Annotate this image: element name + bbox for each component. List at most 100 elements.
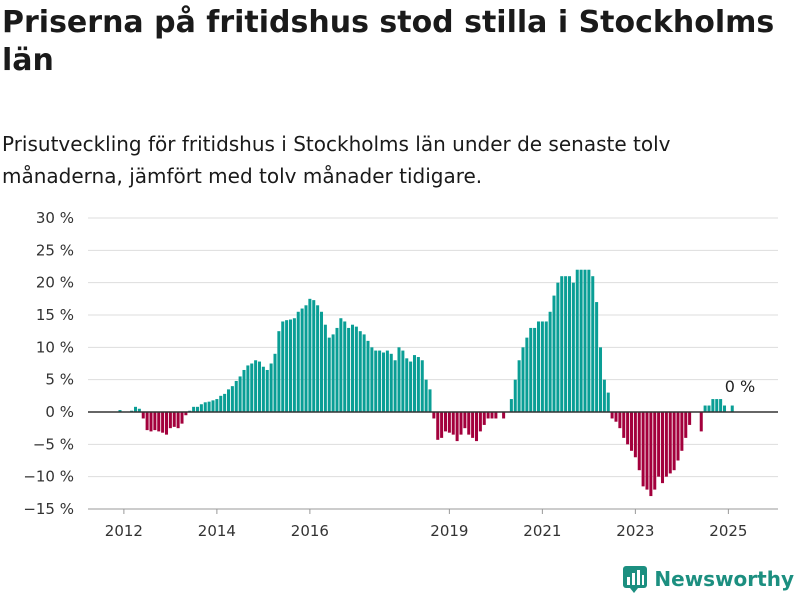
bar xyxy=(211,400,215,412)
bar xyxy=(354,326,358,412)
bar xyxy=(490,412,494,419)
bar xyxy=(606,392,610,412)
bar xyxy=(591,276,595,412)
bar xyxy=(350,324,355,412)
bar xyxy=(688,412,692,425)
bar xyxy=(343,321,347,412)
bar xyxy=(145,412,149,431)
bar xyxy=(455,412,459,442)
y-axis: −15 % −10 % −5 % 0 % 5 % 10 % 15 % 20 % 25 % 30 % xyxy=(23,209,74,518)
bar xyxy=(509,399,513,412)
bar xyxy=(347,327,351,412)
bar xyxy=(676,412,680,461)
bar xyxy=(525,337,529,412)
bar xyxy=(459,412,463,435)
bar xyxy=(358,331,362,412)
bar xyxy=(730,405,734,412)
bar xyxy=(265,369,269,412)
bar xyxy=(428,389,432,412)
bar xyxy=(292,318,296,412)
bar xyxy=(502,412,506,419)
bar xyxy=(378,350,382,412)
bar xyxy=(254,360,258,412)
bar xyxy=(436,412,440,440)
y-tick-label: 15 % xyxy=(36,306,74,324)
bar-chart: −15 % −10 % −5 % 0 % 5 % 10 % 15 % 20 % 25 % 30 %… xyxy=(23,209,778,540)
bar xyxy=(451,412,455,435)
bar xyxy=(432,412,436,419)
bar xyxy=(184,412,188,416)
bar xyxy=(389,353,393,412)
y-tick-label: 30 % xyxy=(36,209,74,227)
bar xyxy=(486,412,490,419)
bar xyxy=(215,399,219,412)
bar xyxy=(703,405,707,412)
bar xyxy=(595,302,599,412)
x-axis: 2012 2014 2016 2019 2021 2023 2025 xyxy=(105,509,747,540)
bar xyxy=(149,412,153,432)
grid-lines xyxy=(88,217,778,510)
bar xyxy=(653,412,657,490)
bar xyxy=(420,360,424,412)
bar xyxy=(269,363,273,412)
bar xyxy=(540,321,544,412)
bar xyxy=(323,324,327,412)
bar xyxy=(370,347,374,412)
bars xyxy=(118,269,734,497)
y-tick-label: −15 % xyxy=(23,500,74,518)
bar xyxy=(319,311,324,412)
x-tick-label: 2012 xyxy=(105,522,143,540)
bar xyxy=(257,361,262,412)
bar xyxy=(649,412,653,497)
y-tick-label: 10 % xyxy=(36,338,74,356)
bar xyxy=(207,401,211,412)
x-tick-label: 2016 xyxy=(291,522,329,540)
bar xyxy=(335,327,339,412)
x-tick-label: 2025 xyxy=(709,522,747,540)
y-tick-label: 0 % xyxy=(45,403,74,421)
bar xyxy=(672,412,676,471)
bar xyxy=(560,276,564,412)
bar xyxy=(711,399,715,412)
bar xyxy=(719,399,723,412)
bar xyxy=(133,406,138,412)
bar xyxy=(226,389,231,412)
bar xyxy=(161,412,165,433)
bar xyxy=(626,412,630,445)
bar xyxy=(641,412,645,487)
bar xyxy=(176,412,180,429)
bar xyxy=(544,321,548,412)
bar xyxy=(552,295,556,412)
bar xyxy=(316,305,320,412)
bar xyxy=(533,327,537,412)
bar xyxy=(668,412,672,474)
bar xyxy=(180,412,184,424)
x-tick-label: 2021 xyxy=(523,522,561,540)
bar xyxy=(366,340,370,412)
bar xyxy=(474,412,479,442)
bar xyxy=(633,412,637,458)
bar xyxy=(409,361,413,412)
bar xyxy=(447,412,451,433)
bar xyxy=(168,412,172,429)
bar xyxy=(172,412,176,427)
bar xyxy=(478,412,482,432)
bar xyxy=(219,395,223,412)
bar xyxy=(548,311,552,412)
bar xyxy=(587,269,591,412)
bar xyxy=(304,305,308,412)
bar xyxy=(715,399,719,412)
bar xyxy=(153,412,157,431)
bar xyxy=(564,276,568,412)
bar xyxy=(660,412,665,484)
bar xyxy=(424,379,428,412)
bar xyxy=(629,412,634,451)
bar xyxy=(230,386,234,412)
bar xyxy=(234,380,238,412)
bar xyxy=(381,352,386,412)
bar xyxy=(223,393,227,412)
bar xyxy=(614,412,618,422)
bar xyxy=(277,331,281,412)
bar xyxy=(567,276,572,412)
bar xyxy=(401,350,405,412)
